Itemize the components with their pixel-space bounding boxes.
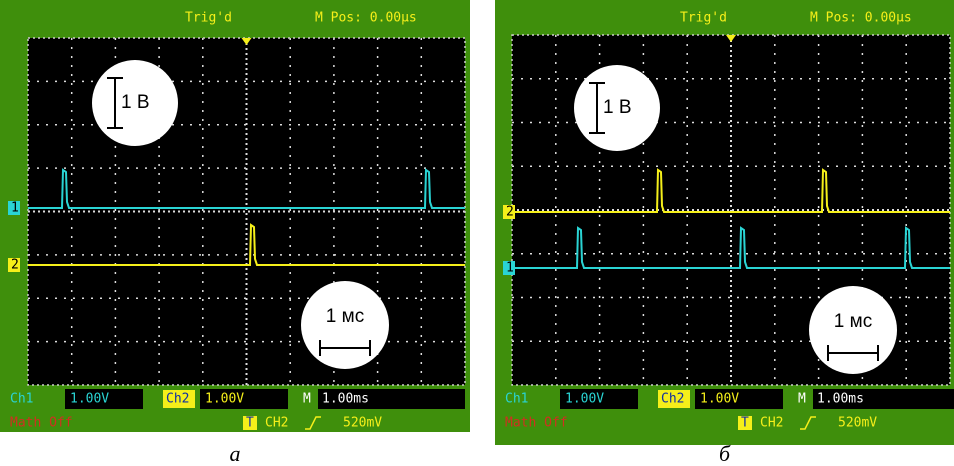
math-status: Math Off	[10, 416, 73, 431]
ch1-label: Ch1	[10, 392, 33, 407]
trigger-source: CH2	[265, 416, 288, 431]
ch2-scale: 1.00V	[700, 392, 739, 407]
time-label: 1 мс	[326, 306, 364, 327]
timebase: 1.00ms	[322, 392, 369, 407]
time-label: 1 мс	[834, 311, 872, 332]
horizontal-position: M Pos: 0.00µs	[315, 11, 417, 26]
figure: Trig'd M Pos: 0.00µs 1 2 1 В 1 мс Ch1 1.00V Ch2 1…	[0, 0, 954, 466]
trigger-status: Trig'd	[680, 11, 727, 26]
trigger-source: CH2	[760, 416, 783, 431]
volts-label: 1 В	[603, 97, 632, 118]
ch1-scale: 1.00V	[565, 392, 604, 407]
timebase-label: M	[798, 392, 806, 407]
trigger-marker: T	[246, 416, 254, 431]
ch1-marker-label: 1	[506, 261, 514, 276]
timebase-label: M	[303, 392, 311, 407]
trigger-status: Trig'd	[185, 11, 232, 26]
ch1-marker-label: 1	[11, 201, 19, 216]
volts-label: 1 В	[121, 92, 150, 113]
trigger-marker: T	[741, 416, 749, 431]
ch2-scale: 1.00V	[205, 392, 244, 407]
trigger-level: 520mV	[838, 416, 877, 431]
ch2-label: Ch2	[661, 392, 684, 407]
trigger-level: 520mV	[343, 416, 382, 431]
ch1-scale: 1.00V	[70, 392, 109, 407]
timebase: 1.00ms	[817, 392, 864, 407]
horizontal-position: M Pos: 0.00µs	[810, 11, 912, 26]
math-status: Math Off	[505, 416, 568, 431]
ch2-marker-label: 2	[11, 258, 19, 273]
ch2-marker-label: 2	[506, 205, 514, 220]
ch1-label: Ch1	[505, 392, 528, 407]
caption: а	[230, 441, 241, 466]
ch2-label: Ch2	[166, 392, 189, 407]
caption: б	[719, 441, 731, 466]
